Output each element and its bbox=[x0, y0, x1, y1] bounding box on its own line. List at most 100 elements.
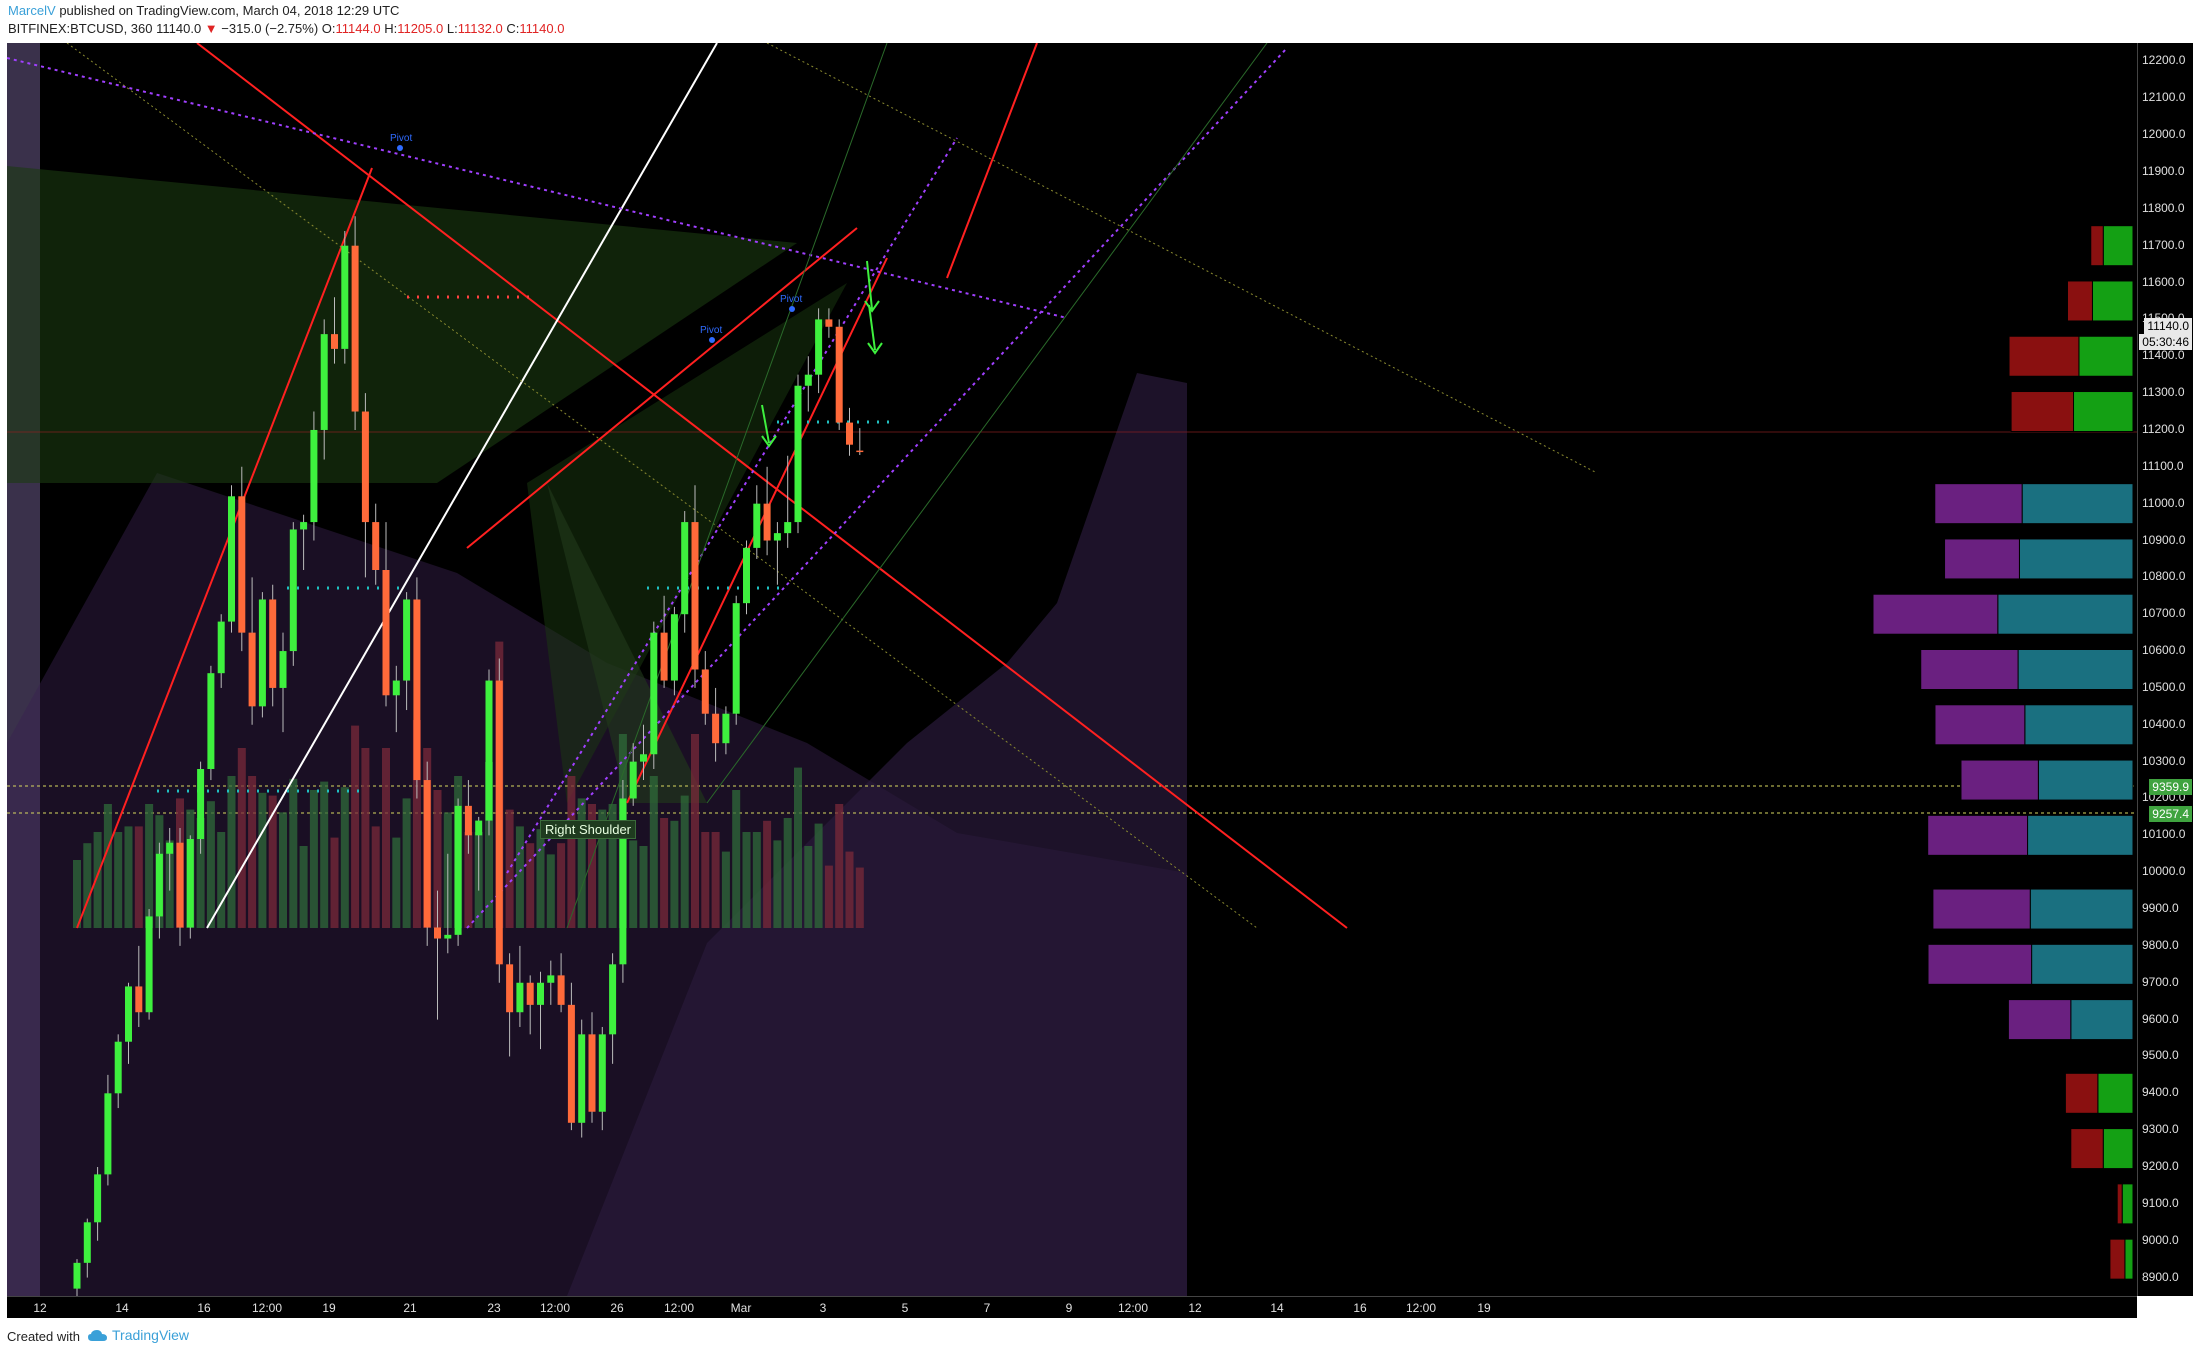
chart-svg[interactable] bbox=[7, 43, 2137, 1296]
volume-bar bbox=[392, 837, 401, 928]
candle-bear bbox=[382, 569, 390, 696]
price-tick: 9800.0 bbox=[2142, 937, 2179, 952]
volume-profile-buy bbox=[2018, 538, 2134, 580]
candle-bear bbox=[567, 1004, 575, 1123]
candle-bull bbox=[114, 1041, 122, 1094]
volume-bar bbox=[691, 734, 699, 928]
time-label: 12:00 bbox=[539, 1301, 571, 1315]
candle-bull bbox=[629, 761, 637, 799]
created-with-text: Created with bbox=[7, 1329, 80, 1344]
time-label: 12 bbox=[1188, 1301, 1202, 1315]
volume-profile-sell bbox=[2066, 280, 2093, 322]
volume-bar bbox=[567, 776, 576, 928]
volume-profile-sell bbox=[1934, 704, 2026, 746]
price-tick: 11700.0 bbox=[2142, 237, 2185, 252]
time-axis[interactable]: 12 14 16 12:00 19 21 23 12:00 26 12:00 Mar 3 5 7 9 12:0… bbox=[7, 1296, 2137, 1319]
volume-bar bbox=[824, 865, 833, 928]
volume-bar bbox=[505, 809, 514, 928]
volume-profile-buy bbox=[2078, 335, 2134, 377]
author-link[interactable]: MarcelV bbox=[8, 3, 56, 18]
price-tick: 11800.0 bbox=[2142, 200, 2185, 215]
volume-bar bbox=[83, 843, 92, 928]
volume-bar bbox=[721, 851, 730, 928]
trend-line-red-3 bbox=[466, 227, 858, 549]
candle-bull bbox=[670, 614, 678, 681]
candle-bull bbox=[485, 680, 493, 821]
published-text: published on TradingView.com, March 04, … bbox=[59, 3, 400, 18]
candle-bull bbox=[475, 820, 483, 836]
volume-bar bbox=[93, 832, 102, 928]
candle-bear bbox=[763, 503, 771, 541]
chart-canvas[interactable]: Pivot Pivot Pivot Right Shoulder bbox=[7, 43, 2137, 1296]
down-arrow-annotation-3 bbox=[761, 404, 777, 448]
open-label: O: bbox=[321, 21, 336, 36]
candle-bear bbox=[660, 632, 668, 681]
price-axis[interactable]: 12200.0 12100.0 12000.0 11900.0 11800.0 11700… bbox=[2137, 43, 2193, 1296]
volume-bar bbox=[588, 804, 596, 928]
volume-bar bbox=[608, 804, 617, 928]
time-label: 19 bbox=[322, 1301, 336, 1315]
time-label: 12:00 bbox=[1405, 1301, 1437, 1315]
price-tick: 10800.0 bbox=[2142, 569, 2186, 584]
tradingview-cloud-icon bbox=[88, 1330, 107, 1341]
candle-bull bbox=[392, 680, 400, 696]
volume-profile-sell bbox=[1932, 888, 2031, 930]
candle-bear bbox=[331, 334, 338, 349]
candle-bull bbox=[341, 245, 349, 349]
volume-profile-buy bbox=[2102, 225, 2134, 267]
time-label: 7 bbox=[983, 1301, 991, 1315]
trend-line-red-5 bbox=[946, 43, 1038, 279]
tradingview-brand[interactable]: TradingView bbox=[112, 1327, 190, 1343]
candle-bear bbox=[361, 411, 369, 523]
volume-bar bbox=[73, 860, 81, 928]
candle-bull bbox=[609, 964, 617, 1035]
volume-profile-sell bbox=[1872, 593, 1999, 635]
pivot-dot-1 bbox=[397, 145, 403, 151]
volume-profile-sell bbox=[1944, 538, 2020, 580]
candle-bull bbox=[186, 839, 194, 928]
volume-bar bbox=[670, 820, 679, 928]
last-price-tag: 11140.0 bbox=[2144, 318, 2192, 334]
candle-bull bbox=[547, 975, 555, 983]
volume-bar bbox=[660, 818, 669, 928]
price-tick: 9200.0 bbox=[2142, 1159, 2179, 1173]
candle-bull bbox=[773, 533, 781, 541]
price-tick: 10700.0 bbox=[2142, 606, 2186, 621]
price-tick: 11100.0 bbox=[2142, 458, 2184, 473]
level-tag-2: 9257.4 bbox=[2149, 806, 2192, 822]
candle-bull bbox=[258, 599, 266, 707]
volume-bar bbox=[412, 720, 421, 928]
volume-bar bbox=[835, 804, 844, 928]
channel-line-green bbox=[706, 43, 1268, 804]
chart-header: MarcelV published on TradingView.com, Ma… bbox=[0, 0, 2193, 40]
ohlc-line: BITFINEX:BTCUSD, 360 11140.0 ▼ −315.0 (−… bbox=[8, 21, 564, 36]
price-tick: 11300.0 bbox=[2142, 385, 2185, 400]
candle-bull bbox=[125, 986, 132, 1042]
volume-bar bbox=[783, 818, 792, 928]
volume-profile-buy bbox=[2073, 391, 2134, 433]
volume-bar bbox=[773, 840, 782, 928]
volume-bar bbox=[361, 748, 370, 928]
candle-bull bbox=[640, 754, 647, 762]
volume-bar bbox=[763, 820, 772, 928]
price-tick: 10100.0 bbox=[2142, 827, 2186, 842]
candle-bull bbox=[578, 1034, 586, 1123]
candle-bull bbox=[300, 522, 308, 530]
diag-line-olive bbox=[66, 43, 1258, 929]
volume-bar bbox=[515, 826, 524, 928]
open-value: 11144.0 bbox=[335, 21, 381, 36]
time-label: 23 bbox=[487, 1301, 501, 1315]
volume-profile-buy bbox=[2024, 704, 2134, 746]
volume-profile-buy bbox=[2102, 1128, 2134, 1170]
volume-bar bbox=[289, 778, 298, 928]
publish-line: MarcelV published on TradingView.com, Ma… bbox=[8, 3, 399, 18]
countdown-tag: 05:30:46 bbox=[2139, 334, 2192, 350]
candles bbox=[73, 216, 864, 1296]
price-tick: 10600.0 bbox=[2142, 643, 2186, 658]
volume-bar bbox=[742, 832, 751, 928]
trend-line-red-1 bbox=[196, 43, 1348, 929]
volume-bar bbox=[855, 867, 864, 928]
candle-bull bbox=[217, 621, 225, 674]
time-label: 21 bbox=[403, 1301, 417, 1315]
candle-bull bbox=[320, 334, 328, 430]
